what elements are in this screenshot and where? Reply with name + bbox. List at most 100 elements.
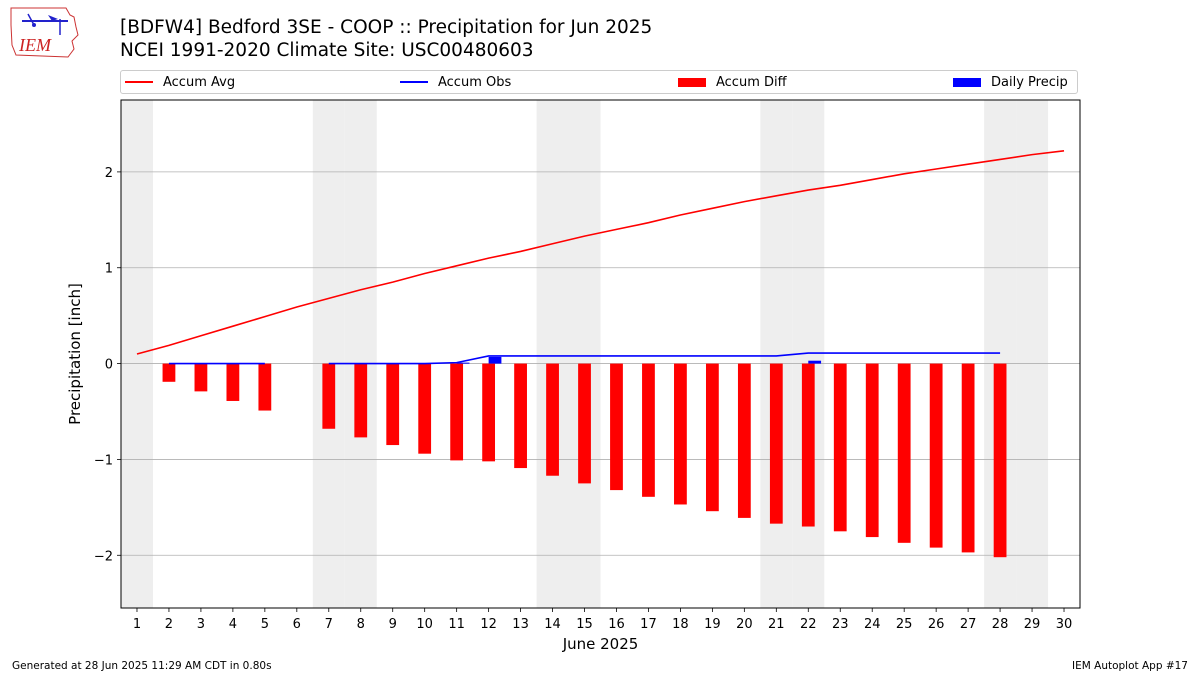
accum-diff-bar <box>865 363 879 538</box>
logo-text: IEM <box>18 35 52 55</box>
x-tick-label: 17 <box>640 617 657 632</box>
legend-swatch-accum-avg <box>125 81 153 83</box>
accum-diff-bar <box>897 363 911 543</box>
accum-diff-bar <box>354 363 368 438</box>
accum-diff-bar <box>194 363 208 392</box>
legend-label-accum-diff: Accum Diff <box>716 74 787 90</box>
accum-diff-bar <box>833 363 847 532</box>
x-tick-label: 13 <box>512 617 529 632</box>
weekend-shading <box>121 100 1049 608</box>
accum-diff-bar <box>610 363 623 491</box>
accum-obs-segment <box>328 352 1001 365</box>
accum-diff-bar <box>993 363 1007 558</box>
x-axis-label: June 2025 <box>562 635 639 653</box>
legend-label-accum-avg: Accum Avg <box>163 74 236 90</box>
x-tick-label: 4 <box>229 617 237 632</box>
x-tick-label: 6 <box>293 617 301 632</box>
y-axis-label: Precipitation [inch] <box>66 283 84 425</box>
x-tick-label: 18 <box>672 617 689 632</box>
accum-diff-bar <box>418 363 432 454</box>
accum-diff-bar <box>642 363 655 497</box>
generated-timestamp: Generated at 28 Jun 2025 11:29 AM CDT in… <box>12 660 272 672</box>
x-tick-label: 20 <box>736 617 753 632</box>
legend-label-daily-precip: Daily Precip <box>991 74 1068 90</box>
accum-diff-bar <box>961 363 975 553</box>
y-tick-label: 1 <box>105 262 113 277</box>
x-tick-label: 9 <box>389 617 397 632</box>
legend-item-accum-avg: Accum Avg <box>125 71 235 93</box>
accum-avg-line <box>136 150 1065 355</box>
legend-item-accum-obs: Accum Obs <box>400 71 511 93</box>
legend: Accum Avg Accum Obs Accum Diff Daily Pre… <box>120 70 1078 94</box>
y-tick-label: 0 <box>105 358 113 373</box>
legend-item-accum-diff: Accum Diff <box>678 71 787 93</box>
accum-diff-bar <box>578 363 591 484</box>
legend-swatch-daily-precip <box>953 77 981 87</box>
x-tick-label: 30 <box>1056 617 1073 632</box>
accum-diff-bar <box>386 363 400 446</box>
accum-diff-bar <box>226 363 240 401</box>
x-tick-label: 29 <box>1024 617 1041 632</box>
x-tick-label: 11 <box>448 617 465 632</box>
x-tick-label: 2 <box>165 617 173 632</box>
weekend-band <box>536 100 569 608</box>
x-axis-ticks: 1 2 3 4 5 6 7 8 9 10 11 12 13 14 15 16 17 18 19 20 21 22 23 24 2… <box>133 608 1072 632</box>
weekend-band <box>1016 100 1049 608</box>
x-tick-label: 25 <box>896 617 913 632</box>
chart-title: [BDFW4] Bedford 3SE - COOP :: Precipitat… <box>120 17 653 38</box>
accum-diff-bar <box>482 363 496 462</box>
plot-frame <box>120 99 1081 609</box>
legend-swatch-accum-diff <box>678 77 706 87</box>
weekend-band <box>568 100 601 608</box>
weekend-band <box>344 100 377 608</box>
x-tick-label: 26 <box>928 617 945 632</box>
accum-diff-bar <box>674 363 687 505</box>
accum-diff-bar <box>258 363 272 411</box>
daily-precip-bars <box>456 356 822 364</box>
chart-subtitle: NCEI 1991-2020 Climate Site: USC00480603 <box>120 40 534 61</box>
x-tick-label: 16 <box>608 617 625 632</box>
app-credit: IEM Autoplot App #17 <box>1072 660 1188 672</box>
weekend-band <box>760 100 793 608</box>
x-tick-label: 10 <box>416 617 433 632</box>
legend-label-accum-obs: Accum Obs <box>438 74 512 90</box>
iem-logo: IEM <box>10 7 79 58</box>
x-tick-label: 24 <box>864 617 881 632</box>
x-tick-label: 8 <box>357 617 365 632</box>
legend-swatch-accum-obs <box>400 81 428 83</box>
x-tick-label: 22 <box>800 617 817 632</box>
x-tick-label: 21 <box>768 617 785 632</box>
y-tick-label: −2 <box>94 549 113 564</box>
x-tick-label: 19 <box>704 617 721 632</box>
weekend-band <box>312 100 345 608</box>
accum-diff-bar <box>929 363 943 548</box>
accum-diff-bar <box>801 363 815 527</box>
x-tick-label: 12 <box>480 617 497 632</box>
daily-precip-bar <box>456 362 470 364</box>
accum-diff-bar <box>705 363 719 512</box>
x-tick-label: 3 <box>197 617 205 632</box>
x-tick-label: 5 <box>261 617 269 632</box>
x-tick-label: 7 <box>325 617 333 632</box>
x-tick-label: 1 <box>133 617 141 632</box>
accum-obs-line <box>168 352 1001 365</box>
accum-diff-bar <box>322 363 336 429</box>
accum-diff-bar <box>769 363 783 524</box>
y-tick-label: 2 <box>105 166 113 181</box>
accum-diff-bar <box>162 363 176 382</box>
x-tick-label: 14 <box>544 617 561 632</box>
accum-diff-bar <box>737 363 751 518</box>
legend-item-daily-precip: Daily Precip <box>953 71 1068 93</box>
accum-diff-bars <box>162 363 1007 558</box>
y-axis-ticks: −2 −1 0 1 2 <box>94 166 121 564</box>
x-tick-label: 23 <box>832 617 849 632</box>
accum-diff-bar <box>514 363 527 469</box>
x-tick-label: 15 <box>576 617 593 632</box>
y-tick-label: −1 <box>94 453 113 468</box>
x-tick-label: 27 <box>960 617 977 632</box>
accum-diff-bar <box>450 363 464 461</box>
x-tick-label: 28 <box>992 617 1009 632</box>
accum-diff-bar <box>546 363 559 476</box>
daily-precip-bar <box>488 356 502 364</box>
